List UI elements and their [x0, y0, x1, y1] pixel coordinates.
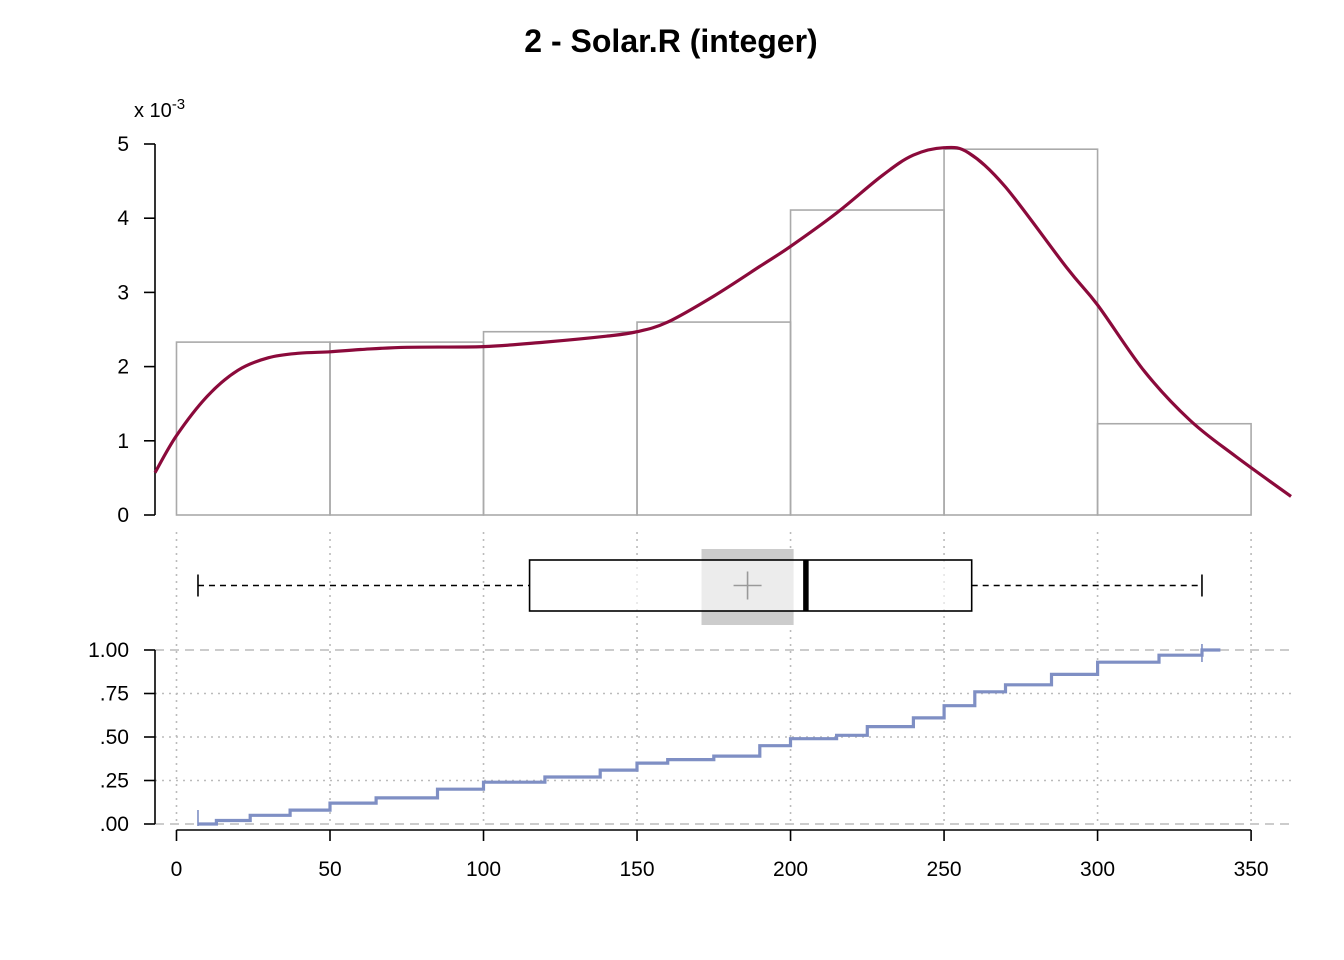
histogram-y-multiplier-exponent: -3 — [172, 96, 185, 113]
ecdf-y-tick-label-4: 1.00 — [88, 639, 129, 662]
histogram-y-multiplier-base: x 10 — [134, 100, 172, 122]
histogram-bar-5 — [943, 148, 1099, 516]
histogram-y-tick-label-1: 1 — [117, 430, 129, 453]
histogram-bar-3 — [636, 321, 792, 516]
histogram-bar-0 — [175, 341, 331, 516]
x-tick-label-300: 300 — [1080, 858, 1115, 881]
x-tick-label-0: 0 — [171, 858, 183, 881]
x-tick-label-350: 350 — [1234, 858, 1269, 881]
ecdf-step-line — [198, 648, 1221, 826]
histogram-bar-1 — [329, 341, 485, 516]
x-axis: 0 50 100 150 200 250 300 350 — [171, 829, 1269, 881]
ecdf-y-tick-label-2: .50 — [100, 726, 129, 749]
chart-title: 2 - Solar.R (integer) — [524, 23, 817, 59]
histogram-bar-6 — [1096, 422, 1252, 516]
density-curve — [153, 145, 1292, 498]
histogram-y-tick-label-4: 4 — [117, 207, 129, 230]
histogram-y-multiplier: x 10-3 — [134, 96, 185, 122]
x-tick-label-150: 150 — [620, 858, 655, 881]
x-tick-label-100: 100 — [466, 858, 501, 881]
x-tick-label-250: 250 — [927, 858, 962, 881]
ecdf-y-tick-label-3: .75 — [100, 683, 129, 706]
ecdf-y-tick-label-0: .00 — [100, 813, 129, 836]
x-tick-label-50: 50 — [318, 858, 341, 881]
histogram-bar-4 — [789, 209, 945, 516]
x-tick-label-200: 200 — [773, 858, 808, 881]
ecdf-panel: .00 .25 .50 .75 1.00 — [88, 639, 1291, 836]
ecdf-y-tick-label-1: .25 — [100, 770, 129, 793]
histogram-y-tick-label-3: 3 — [117, 281, 129, 304]
histogram-y-tick-label-2: 2 — [117, 356, 129, 379]
histogram-panel: 0 1 2 3 4 5 — [117, 133, 1292, 527]
histogram-bar-2 — [482, 330, 638, 516]
boxplot-panel — [197, 549, 1203, 625]
histogram-y-tick-label-5: 5 — [117, 133, 129, 156]
histogram-y-tick-label-0: 0 — [117, 504, 129, 527]
